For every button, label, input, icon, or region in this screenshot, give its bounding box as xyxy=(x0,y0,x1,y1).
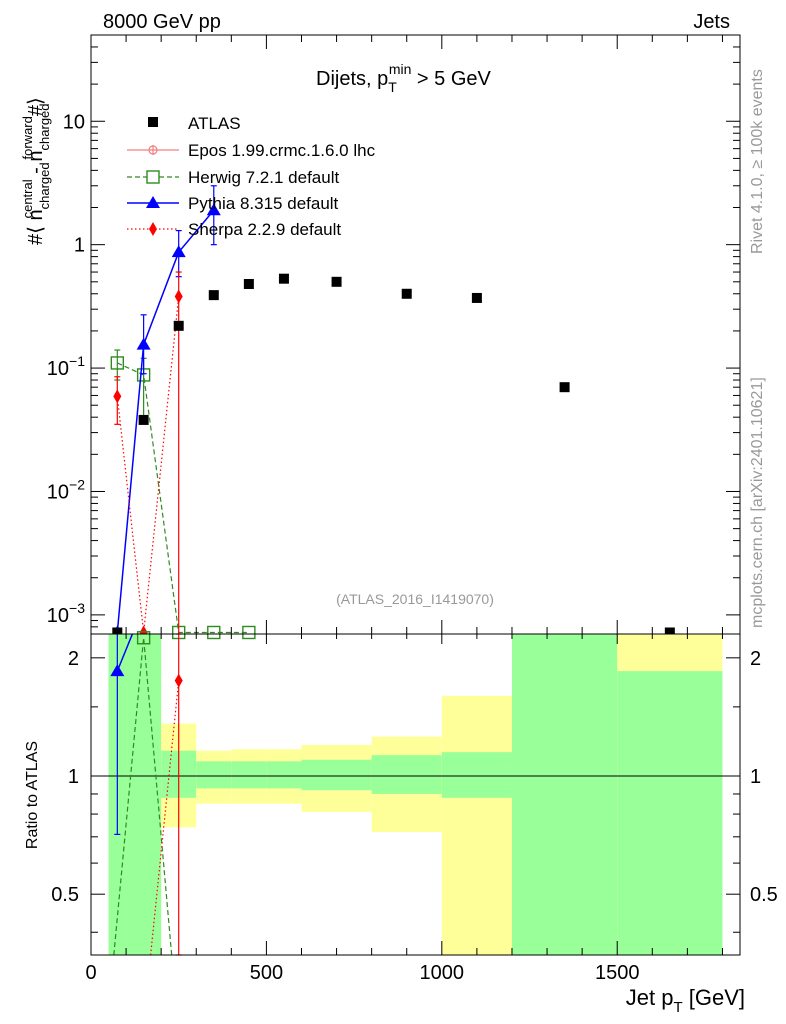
band-green xyxy=(617,671,723,955)
ylabel-prefix: #⟨ n xyxy=(25,209,47,245)
sherpa-point xyxy=(113,389,122,404)
ratio-series xyxy=(110,631,183,956)
sherpa-ratio-point xyxy=(174,673,183,688)
data-point xyxy=(278,273,289,284)
band-yellow xyxy=(441,695,512,955)
ratio-ytick-label: 1 xyxy=(68,766,79,788)
xlabel-suffix: [GeV] xyxy=(683,985,745,1010)
ratio-ytick-label-right: 0.5 xyxy=(750,884,778,906)
title-sub: T xyxy=(388,79,397,95)
data-point xyxy=(559,382,570,393)
data-point xyxy=(471,292,482,303)
data-point xyxy=(401,288,412,299)
herwig-line xyxy=(117,362,249,634)
header-left-label: 8000 GeV pp xyxy=(103,11,221,33)
ratio-xtick-label: 500 xyxy=(250,962,283,984)
ylabel-mid: - n xyxy=(25,150,47,179)
ratio-ylabel: Ratio to ATLAS xyxy=(24,741,41,849)
data-point xyxy=(173,320,184,331)
data-point xyxy=(138,414,149,425)
band-green xyxy=(266,761,302,789)
data-point xyxy=(243,279,254,290)
main-ylabel: #⟨ nchargedcentral - nchargedforward#⟩ xyxy=(20,97,52,245)
ratio-axes: 0.5 0.5 1 1 2 2 0 500 1000 1500 xyxy=(51,634,778,984)
legend-label-herwig: Herwig 7.2.1 default xyxy=(188,168,339,187)
title-prefix: Dijets, p xyxy=(316,68,388,90)
ratio-xtick-label: 0 xyxy=(85,962,96,984)
xlabel-sub: T xyxy=(673,999,682,1016)
band-green xyxy=(441,752,512,798)
main-title: Dijets, pTmin > 5 GeV xyxy=(316,61,492,95)
ratio-xtick-label: 1000 xyxy=(420,962,465,984)
ratio-ytick-label-right: 2 xyxy=(750,648,761,670)
band-green xyxy=(126,634,162,955)
data-point xyxy=(112,627,123,638)
main-panel: 10−3 10−2 10−1 1 10 (ATLAS_2016_I1419070) Di… xyxy=(20,34,741,640)
legend-label-sherpa: Sherpa 2.2.9 default xyxy=(188,220,341,239)
title-sup: min xyxy=(389,61,412,77)
pythia-ratio-point xyxy=(110,664,125,677)
main-series xyxy=(110,185,675,640)
band-green xyxy=(301,759,372,791)
main-ytick-label: 1 xyxy=(74,235,85,257)
main-ytick-label: 10 xyxy=(63,111,85,133)
rivet-label: Rivet 4.1.0, ≥ 100k events xyxy=(749,69,766,254)
ratio-xlabel: Jet pT [GeV] xyxy=(626,985,745,1016)
legend-marker-herwig xyxy=(146,170,160,184)
legend-entry-sherpa: Sherpa 2.2.9 default xyxy=(127,220,341,239)
band-green xyxy=(511,634,618,955)
ylabel-suffix: #⟩ xyxy=(25,97,47,116)
legend-entry-epos: Epos 1.99.crmc.1.6.0 lhc xyxy=(127,141,376,160)
legend-label-epos: Epos 1.99.crmc.1.6.0 lhc xyxy=(188,141,376,160)
ratio-ytick-label: 0.5 xyxy=(51,884,79,906)
legend-entry-herwig: Herwig 7.2.1 default xyxy=(127,168,339,187)
pythia-line xyxy=(116,209,215,633)
ratio-bands xyxy=(108,634,723,955)
ratio-xtick-label: 1500 xyxy=(595,962,640,984)
pythia-ratio-line xyxy=(116,633,134,672)
ratio-frame xyxy=(90,633,741,956)
legend-marker-pythia xyxy=(146,196,160,208)
header-right-label: Jets xyxy=(693,11,730,33)
legend-marker-sherpa xyxy=(149,222,157,236)
pythia-point xyxy=(171,245,186,258)
legend-marker-atlas xyxy=(148,117,158,127)
pythia-point xyxy=(136,337,151,350)
band-green xyxy=(371,755,442,794)
title-suffix: > 5 GeV xyxy=(411,68,491,90)
legend-entry-atlas: ATLAS xyxy=(148,114,241,133)
ylabel-sub2: charged xyxy=(37,103,52,150)
herwig-ratio-point xyxy=(136,631,151,645)
legend-label-pythia: Pythia 8.315 default xyxy=(188,194,339,213)
herwig-point xyxy=(242,625,256,640)
ylabel-sub1: charged xyxy=(37,162,52,209)
legend-label-atlas: ATLAS xyxy=(188,114,241,133)
ylabel-sup1: central xyxy=(20,179,35,218)
band-green xyxy=(231,761,267,789)
ylabel-sup2: forward xyxy=(20,116,35,159)
data-point xyxy=(331,276,342,287)
xlabel-prefix: Jet p xyxy=(626,985,674,1010)
main-ytick-label: 10−2 xyxy=(47,476,85,503)
main-ytick-label: 10−3 xyxy=(47,600,85,627)
data-point xyxy=(664,627,675,638)
band-green xyxy=(196,761,232,789)
ratio-panel: 0.5 0.5 1 1 2 2 0 500 1000 1500 Ratio to ATLAS Je… xyxy=(24,631,778,1016)
main-axes: 10−3 10−2 10−1 1 10 xyxy=(47,35,740,634)
main-ytick-label: 10−1 xyxy=(47,353,85,380)
sherpa-point xyxy=(174,289,183,304)
herwig-point xyxy=(207,625,221,640)
ratio-ytick-label-right: 1 xyxy=(750,766,761,788)
herwig-ratio-line xyxy=(113,637,173,956)
pythia-point xyxy=(206,203,221,216)
main-watermark: (ATLAS_2016_I1419070) xyxy=(336,591,494,607)
legend: ATLAS Epos 1.99.crmc.1.6.0 lhc Herwig 7.… xyxy=(127,114,376,239)
data-point xyxy=(208,290,219,301)
ratio-ytick-label: 2 xyxy=(68,648,79,670)
legend-entry-pythia: Pythia 8.315 default xyxy=(127,194,339,213)
herwig-point xyxy=(110,356,125,370)
mcplots-label: mcplots.cern.ch [arXiv:2401.10621] xyxy=(749,377,766,628)
